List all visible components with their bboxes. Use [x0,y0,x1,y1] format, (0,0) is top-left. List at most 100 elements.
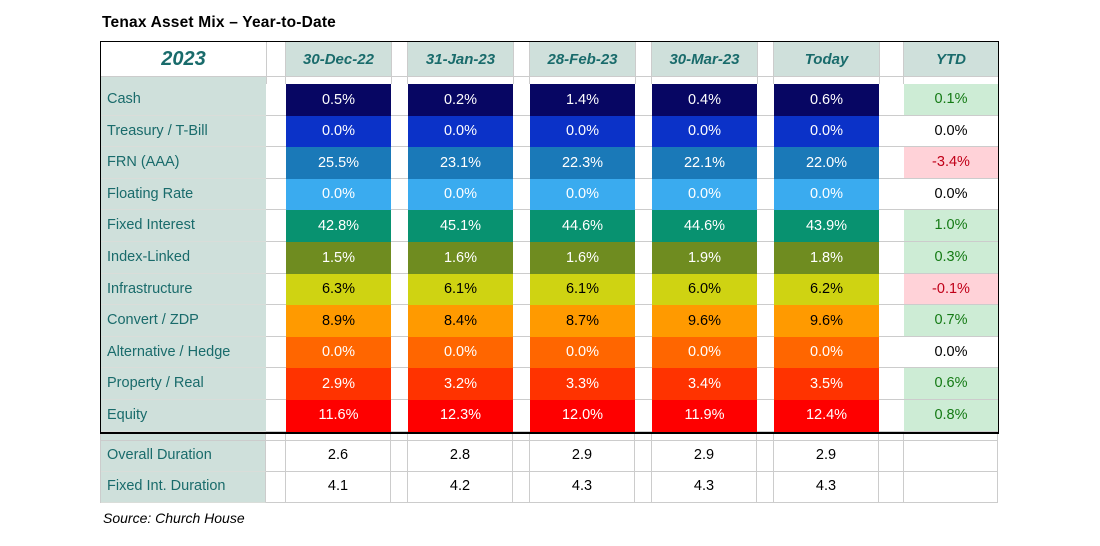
spacer-cell [391,368,408,400]
spacer-cell [266,336,286,369]
spacer-cell [266,368,286,400]
data-cell: 12.4% [774,399,879,432]
spacer-cell [757,440,774,472]
spacer-cell [635,440,652,472]
spacer-cell [904,77,998,84]
spacer-cell [408,433,513,441]
spacer-cell [774,77,879,84]
data-cell: 1.6% [530,241,635,274]
spacer-cell [757,305,774,337]
row-label: FRN (AAA) [101,147,266,179]
spacer-cell [391,77,408,84]
data-cell: 0.0% [774,115,879,148]
spacer-cell [513,84,530,116]
spacer-cell [391,399,408,432]
spacer-cell [757,77,774,84]
duration-ytd-empty-cell [904,471,998,503]
spacer-cell [530,77,635,84]
spacer-cell [635,305,652,337]
spacer-cell [635,77,652,84]
spacer-cell [879,147,904,179]
duration-value-cell: 4.3 [530,471,635,503]
header-spacer-cell [879,42,904,77]
data-cell: 12.3% [408,399,513,432]
row-label: Index-Linked [101,241,266,274]
spacer-cell [513,305,530,337]
data-cell: 25.5% [286,147,391,179]
data-cell: 0.6% [774,84,879,116]
column-header: 31-Jan-23 [408,42,513,77]
data-cell: 6.2% [774,273,879,306]
data-cell: 0.0% [652,115,757,148]
spacer-cell [266,440,286,472]
header-spacer-cell [513,42,530,77]
spacer-cell [266,471,286,503]
data-cell: 8.4% [408,305,513,337]
spacer-cell [286,433,391,441]
row-label: Treasury / T-Bill [101,115,266,148]
data-cell: 6.3% [286,273,391,306]
data-cell: 23.1% [408,147,513,179]
spacer-cell [879,336,904,369]
spacer-cell [513,440,530,472]
ytd-cell: 0.0% [904,115,998,148]
duration-table: Overall Duration 2.6 2.8 2.9 2.9 2.9 Fixed Int… [100,433,999,503]
spacer-cell [513,77,530,84]
duration-value-cell: 2.9 [652,440,757,472]
column-header: 30-Mar-23 [652,42,757,77]
page-title: Tenax Asset Mix – Year-to-Date [102,14,336,31]
spacer-cell [266,115,286,148]
spacer-cell [757,178,774,211]
data-cell: 1.9% [652,241,757,274]
header-spacer-cell [266,42,286,77]
spacer-cell [879,84,904,116]
duration-row-label: Overall Duration [101,440,266,472]
data-cell: 0.0% [286,178,391,211]
spacer-cell [266,210,286,242]
spacer-cell [757,368,774,400]
spacer-cell [879,305,904,337]
data-cell: 8.9% [286,305,391,337]
label-spacer-cell [101,433,266,441]
row-label: Cash [101,84,266,116]
data-cell: 44.6% [530,210,635,242]
spacer-cell [757,336,774,369]
spacer-cell [513,241,530,274]
data-cell: 43.9% [774,210,879,242]
label-spacer-cell [101,77,266,84]
data-cell: 8.7% [530,305,635,337]
spacer-cell [513,147,530,179]
spacer-cell [635,115,652,148]
spacer-cell [635,241,652,274]
spacer-cell [879,471,904,503]
spacer-cell [391,471,408,503]
row-label: Floating Rate [101,178,266,211]
data-cell: 0.5% [286,84,391,116]
spacer-cell [391,305,408,337]
ytd-cell: -0.1% [904,273,998,306]
data-cell: 0.0% [652,336,757,369]
row-label: Infrastructure [101,273,266,306]
ytd-cell: 1.0% [904,210,998,242]
spacer-cell [635,336,652,369]
spacer-cell [879,210,904,242]
spacer-cell [266,178,286,211]
data-cell: 0.0% [774,178,879,211]
data-cell: 44.6% [652,210,757,242]
duration-ytd-empty-cell [904,440,998,472]
spacer-cell [879,178,904,211]
ytd-cell: 0.6% [904,368,998,400]
spacer-cell [904,433,998,441]
spacer-cell [391,336,408,369]
ytd-column-header: YTD [904,42,998,77]
spacer-cell [391,178,408,211]
data-cell: 3.2% [408,368,513,400]
spacer-cell [635,433,652,441]
spacer-cell [266,305,286,337]
duration-row-label: Fixed Int. Duration [101,471,266,503]
spacer-cell [635,471,652,503]
duration-value-cell: 2.9 [774,440,879,472]
spacer-cell [513,178,530,211]
spacer-cell [635,399,652,432]
